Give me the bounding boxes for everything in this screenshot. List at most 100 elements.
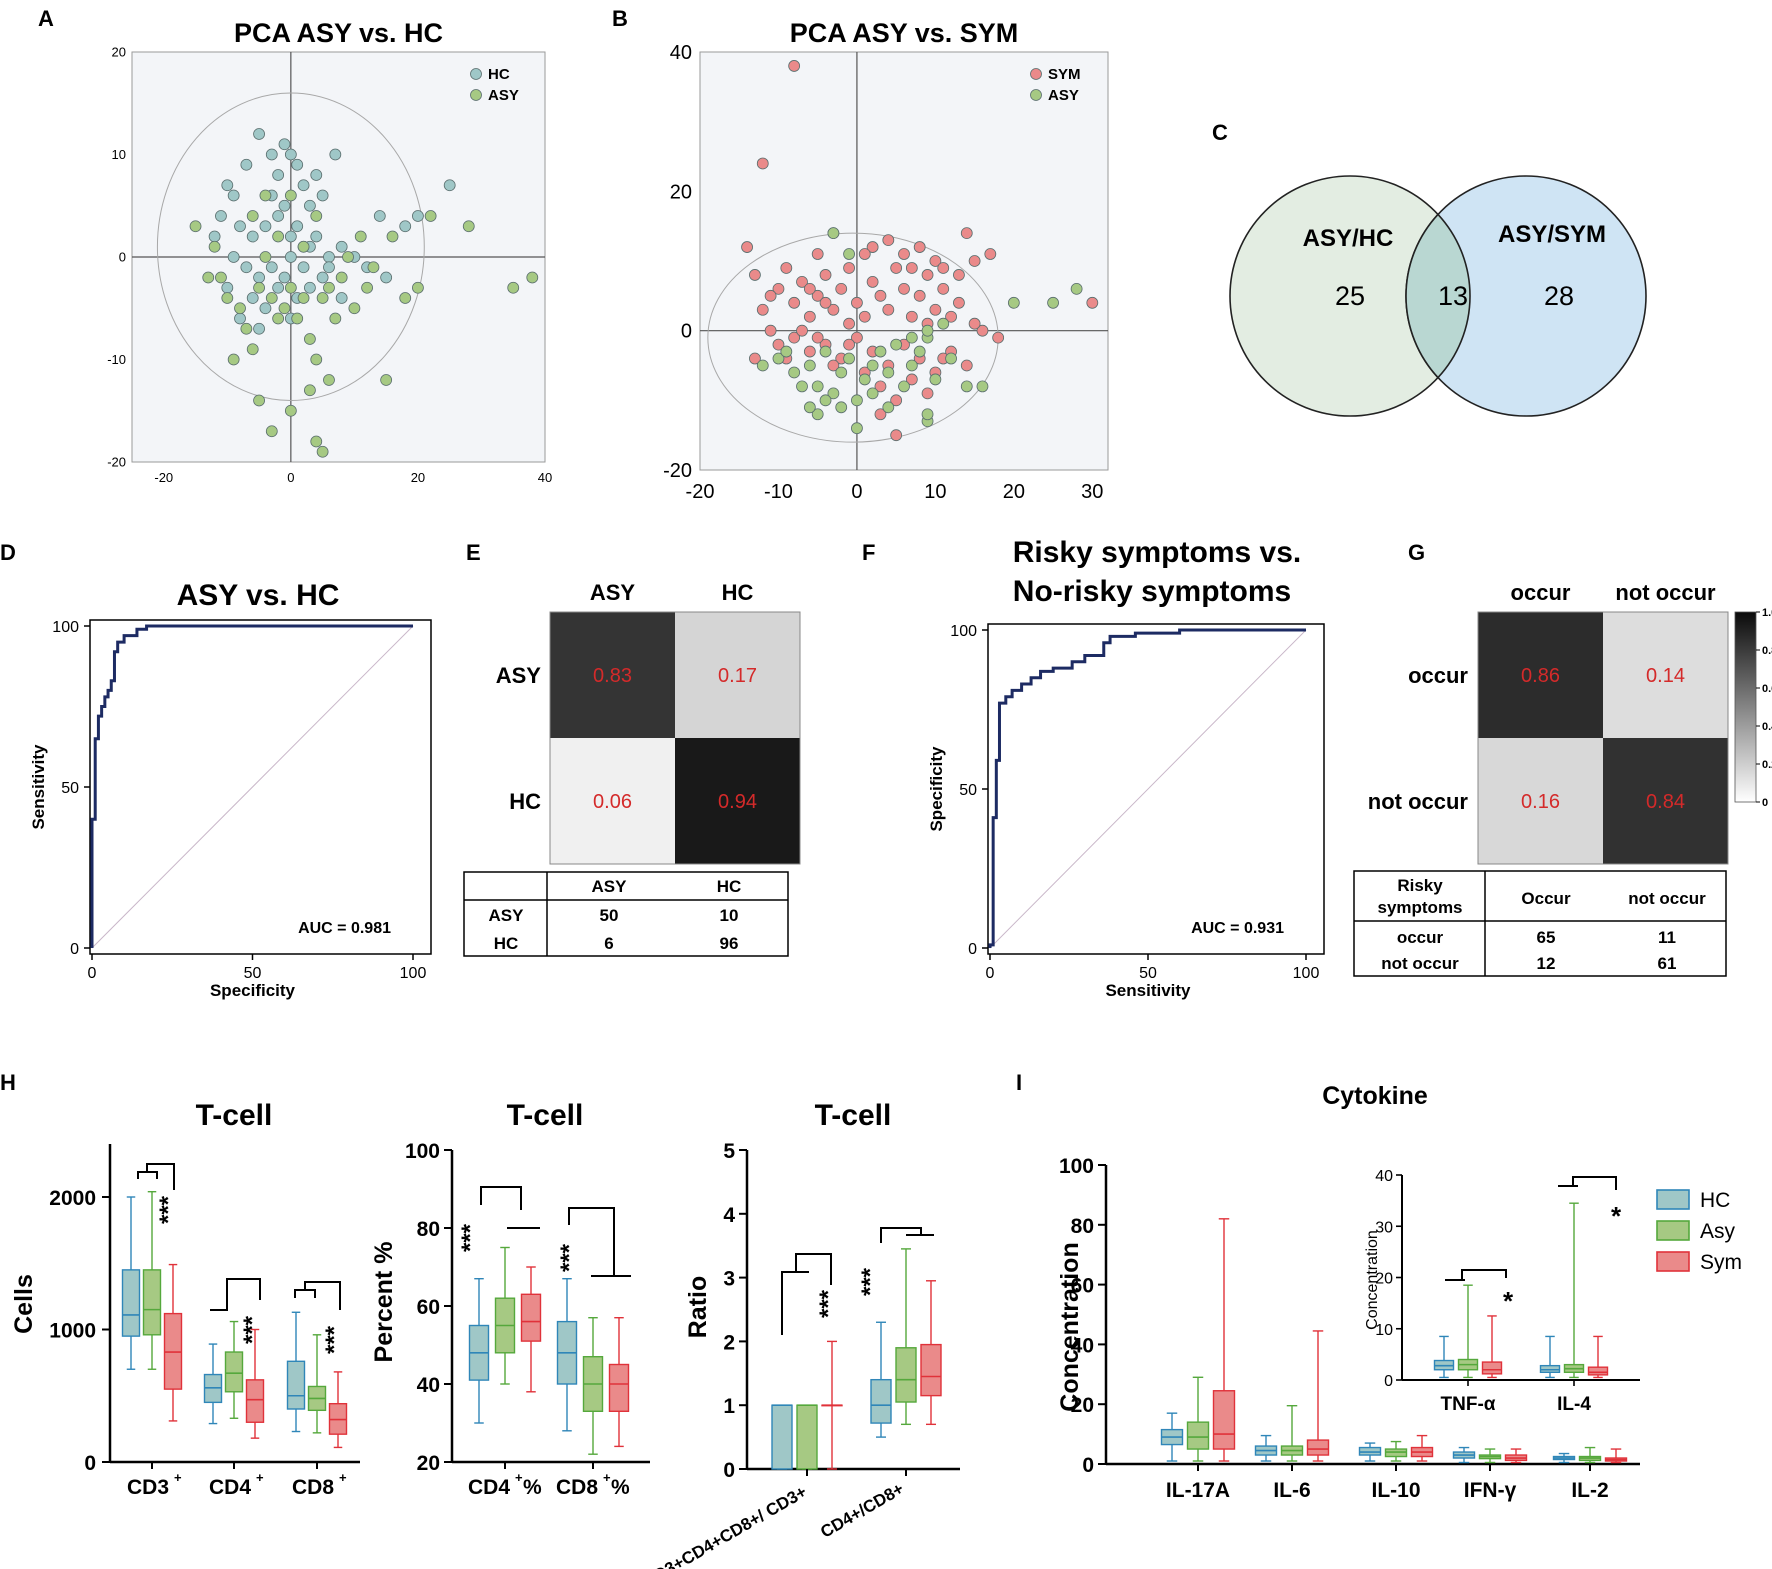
table-cell: 11 xyxy=(1658,928,1676,947)
data-point xyxy=(284,189,297,202)
significance-marker: *** xyxy=(155,1195,182,1224)
data-point xyxy=(921,324,934,337)
significance-marker: * xyxy=(1611,1201,1622,1231)
significance-bracket xyxy=(294,1289,316,1298)
data-point xyxy=(335,240,348,253)
y-tick-label: 2000 xyxy=(49,1187,96,1210)
table-cell: HC xyxy=(494,934,519,953)
data-point xyxy=(929,255,942,267)
data-point xyxy=(835,282,848,295)
table-cell: 10 xyxy=(720,906,739,925)
data-point xyxy=(882,303,895,316)
data-point xyxy=(803,282,816,295)
data-point xyxy=(803,310,816,323)
data-point xyxy=(843,262,855,274)
data-point xyxy=(866,359,879,372)
table-cell: 61 xyxy=(1658,954,1677,973)
data-point xyxy=(284,148,297,161)
panel-letter-e: E xyxy=(466,540,481,565)
data-point xyxy=(835,401,848,414)
data-point xyxy=(272,210,285,222)
data-point xyxy=(1070,282,1083,295)
y-tick-label: 0 xyxy=(70,941,79,958)
heatmap-cell-value: 0.94 xyxy=(718,791,757,813)
data-point xyxy=(796,275,808,288)
table-header-cell: symptoms xyxy=(1377,898,1462,917)
data-point xyxy=(412,281,424,294)
data-point xyxy=(874,289,887,302)
data-point xyxy=(921,269,934,281)
data-point xyxy=(858,373,871,386)
data-point xyxy=(291,220,304,233)
data-point xyxy=(764,324,777,337)
significance-marker: * xyxy=(1503,1286,1514,1316)
data-point xyxy=(291,158,304,171)
legend-label: SYM xyxy=(1048,66,1081,83)
table-header-cell: not occur xyxy=(1628,889,1706,908)
heatmap-frame xyxy=(549,611,801,865)
data-point xyxy=(905,310,918,323)
box-iqr xyxy=(1212,1390,1236,1450)
y-axis-label: Ratio xyxy=(684,1276,712,1339)
box-iqr xyxy=(245,1379,265,1423)
data-point xyxy=(253,394,265,407)
y-axis-label: Concentration xyxy=(1056,1242,1084,1411)
legend-swatch xyxy=(1656,1251,1690,1272)
box-iqr xyxy=(870,1378,892,1424)
data-point xyxy=(246,343,259,356)
x-tick-label: 50 xyxy=(244,965,262,982)
y-tick-label: 40 xyxy=(1071,1334,1094,1357)
venn-left-label: ASY/HC xyxy=(1303,225,1394,252)
data-point xyxy=(898,380,910,393)
data-point xyxy=(310,230,323,243)
data-point xyxy=(253,322,265,335)
data-point xyxy=(316,445,329,458)
x-tick-label: CD8 xyxy=(292,1476,334,1499)
legend-marker xyxy=(1030,68,1042,80)
significance-bracket xyxy=(137,1171,158,1179)
legend-marker xyxy=(470,89,482,101)
data-point xyxy=(316,271,329,284)
heatmap-col-label: not occur xyxy=(1615,580,1716,605)
table-cell: 12 xyxy=(1537,954,1556,973)
inset-y-tick-label: 20 xyxy=(1375,1271,1393,1288)
data-point xyxy=(284,404,297,417)
data-point xyxy=(240,158,253,171)
pca-chart-asy-vs-sym: PCA ASY vs. SYM -20 -10 0 10 20 30 40 20 0 -20 SYM A… xyxy=(663,18,1109,503)
data-point xyxy=(348,302,361,315)
chart-title: T-cell xyxy=(507,1099,584,1132)
y-tick-label: 0 xyxy=(723,1459,735,1482)
data-point xyxy=(953,296,965,309)
box-iqr xyxy=(920,1343,942,1397)
data-point xyxy=(310,210,323,222)
data-point xyxy=(386,230,399,243)
box-iqr xyxy=(1306,1439,1330,1456)
data-point xyxy=(827,227,840,240)
heatmap-cell xyxy=(1478,738,1603,864)
data-point xyxy=(960,359,973,372)
data-point xyxy=(827,359,840,372)
panel-letter-b: B xyxy=(612,6,628,31)
heatmap-cell xyxy=(675,612,800,738)
y-tick-label: 2 xyxy=(723,1331,735,1354)
data-point xyxy=(215,271,227,284)
box-iqr xyxy=(895,1347,917,1403)
data-point xyxy=(819,345,832,358)
x-tick-label: CD3 xyxy=(127,1476,169,1499)
data-point xyxy=(811,408,824,421)
data-point xyxy=(189,220,202,233)
venn-left-count: 25 xyxy=(1335,281,1365,311)
data-point xyxy=(323,261,335,274)
y-tick-label: 0 xyxy=(968,941,977,958)
data-point xyxy=(215,210,227,222)
data-point xyxy=(297,240,310,253)
data-point xyxy=(399,220,412,233)
heatmap-col-label: ASY xyxy=(590,580,636,605)
chance-diagonal xyxy=(91,625,414,949)
data-point xyxy=(851,422,863,435)
heatmap-row-label: not occur xyxy=(1368,789,1469,814)
data-point xyxy=(921,387,934,400)
data-point xyxy=(1007,296,1020,309)
data-point xyxy=(858,310,871,323)
data-point xyxy=(259,251,272,263)
